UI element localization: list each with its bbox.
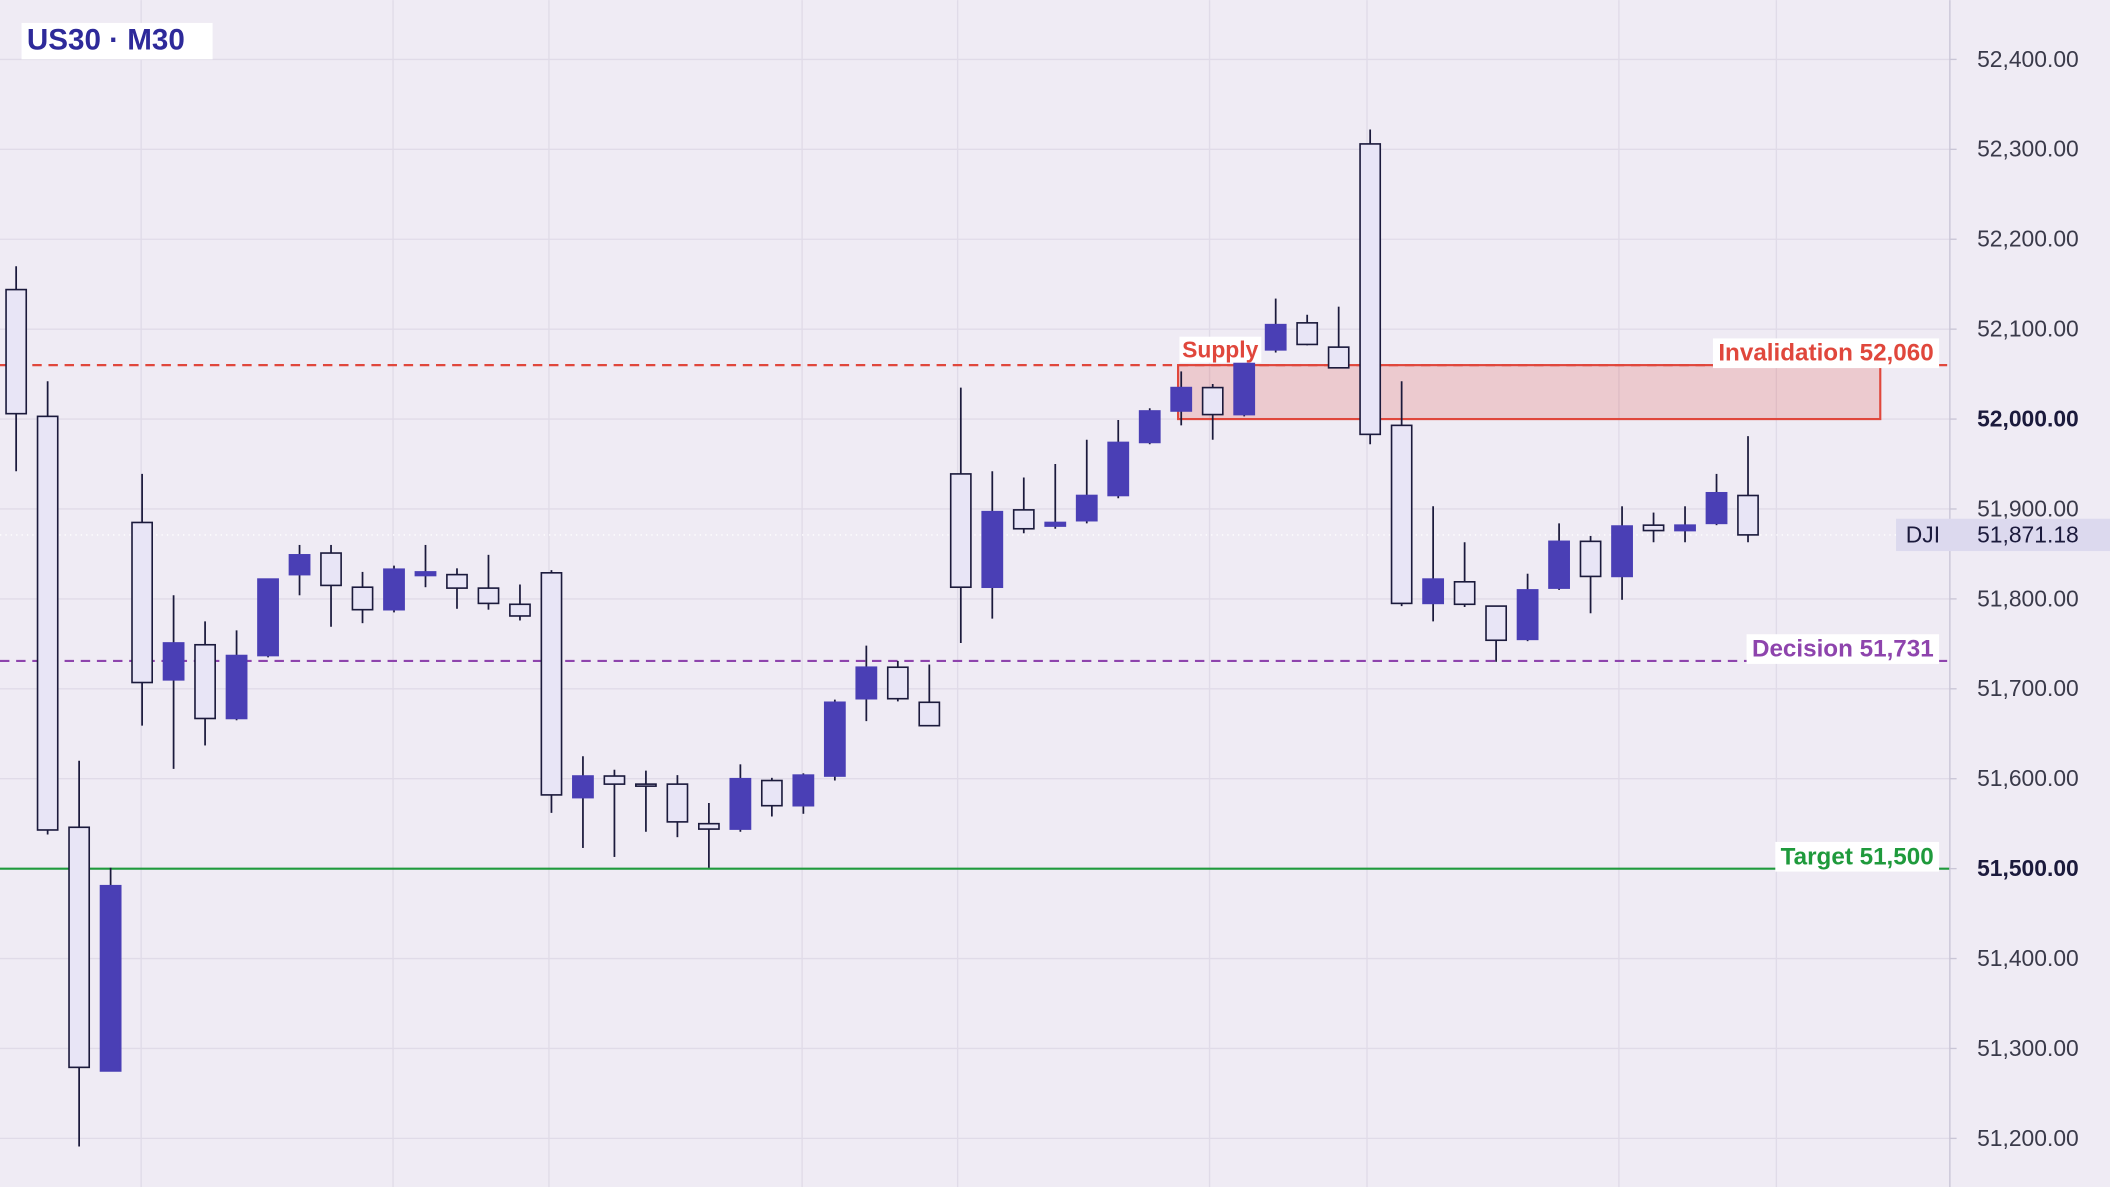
candle-body xyxy=(225,654,248,720)
candle-body xyxy=(162,642,185,681)
candle-body xyxy=(320,552,342,587)
y-tick-label: 52,300.00 xyxy=(1977,136,2079,162)
candle-body xyxy=(886,666,909,700)
y-tick-label: 51,600.00 xyxy=(1977,765,2079,791)
chart-title: US30 · M30 xyxy=(27,24,185,57)
y-tick-label: 52,000.00 xyxy=(1977,405,2079,431)
candle-body xyxy=(981,510,1004,589)
y-tick-label: 52,100.00 xyxy=(1977,316,2079,342)
y-tick-label: 51,700.00 xyxy=(1977,675,2079,701)
candle-body xyxy=(1453,581,1476,606)
candle-body xyxy=(1170,386,1193,412)
title-box xyxy=(21,22,213,60)
candle-body xyxy=(823,701,846,777)
candle-body xyxy=(1107,441,1130,497)
candle-body xyxy=(1327,346,1350,369)
last-price-name: DJI xyxy=(1906,521,1940,547)
level-label-bg xyxy=(1746,634,1940,664)
y-tick-label: 51,200.00 xyxy=(1977,1125,2079,1151)
candle-body xyxy=(1359,143,1382,436)
candle-body xyxy=(572,775,594,799)
y-tick-label: 51,400.00 xyxy=(1977,945,2079,971)
candle-body xyxy=(99,884,122,1072)
plot: Invalidation 52,060 Decision 51,731 Target… xyxy=(0,129,1950,1147)
level-label: Invalidation 52,060 xyxy=(1718,340,1933,367)
candle-body xyxy=(1548,540,1570,589)
last-price-box xyxy=(1896,518,2110,552)
candle-body xyxy=(257,578,279,657)
candle-body xyxy=(1579,540,1602,578)
candle-body xyxy=(36,415,59,831)
candle-body xyxy=(68,826,91,1069)
candle-body xyxy=(1642,524,1665,532)
candle-body xyxy=(1075,494,1098,522)
candle-body xyxy=(1705,491,1728,525)
candle-body xyxy=(1296,322,1319,346)
candle-body xyxy=(949,473,972,589)
y-tick-label: 51,900.00 xyxy=(1977,495,2079,521)
zone-label: Supply xyxy=(1182,337,1258,363)
candle-body xyxy=(1138,410,1161,444)
candle-body xyxy=(383,568,405,611)
candle-body xyxy=(1264,323,1287,351)
candle-body xyxy=(792,774,815,807)
candle-body xyxy=(1201,386,1224,416)
candle-body xyxy=(1485,605,1508,642)
candle-body xyxy=(1044,521,1067,527)
candle-body xyxy=(1737,494,1759,536)
zone-label-bg xyxy=(1179,336,1262,363)
candle-body xyxy=(1516,589,1539,641)
candle-body xyxy=(666,783,689,823)
level-label: Target 51,500 xyxy=(1781,843,1934,870)
candle-body xyxy=(194,643,216,720)
candle-body xyxy=(1611,525,1633,578)
candle-body xyxy=(1012,509,1035,530)
candle-body xyxy=(477,587,500,605)
candle-body xyxy=(351,586,374,611)
y-tick-label: 51,300.00 xyxy=(1977,1035,2079,1061)
level-label: Decision 51,731 xyxy=(1752,636,1934,663)
candle-body xyxy=(1390,424,1413,605)
candle-body xyxy=(729,777,752,830)
last-price-label: 51,871.18 xyxy=(1977,521,2079,547)
candle-body xyxy=(414,571,437,577)
y-tick-label: 51,800.00 xyxy=(1977,585,2079,611)
candle-body xyxy=(1422,578,1445,605)
candle-body xyxy=(1674,524,1696,532)
candle-body xyxy=(540,572,563,796)
candle-body xyxy=(288,554,311,576)
candle-body xyxy=(635,783,657,787)
supply-zone xyxy=(1176,364,1882,421)
candle-body xyxy=(918,701,941,727)
y-tick-label: 52,400.00 xyxy=(1977,46,2079,72)
level-label-bg xyxy=(1775,841,1940,872)
level-label-bg xyxy=(1712,338,1940,369)
candle-body xyxy=(446,573,468,589)
candle-body xyxy=(509,603,531,617)
candle-body xyxy=(131,521,154,684)
y-tick-label: 52,200.00 xyxy=(1977,226,2079,252)
candle-body xyxy=(5,288,28,415)
candle-body xyxy=(697,822,720,830)
candle-body xyxy=(855,666,878,700)
y-axis: 51,200.00 51,300.00 51,400.00 51,500.00 51,6… xyxy=(1896,46,2110,1151)
y-tick-label: 51,500.00 xyxy=(1977,855,2079,881)
candle-body xyxy=(603,775,626,785)
candle-body xyxy=(760,779,783,807)
